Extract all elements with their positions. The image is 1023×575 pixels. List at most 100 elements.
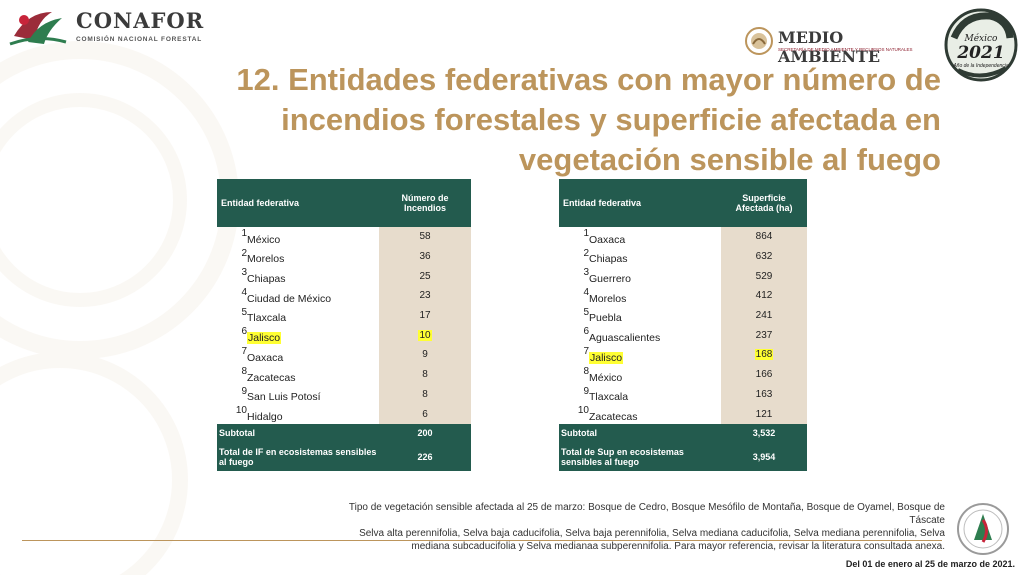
footer-divider [22,540,942,541]
ministry-subtitle: SECRETARÍA DE MEDIO AMBIENTE Y RECURSOS … [778,47,913,52]
fires-entity-name: Chiapas [247,273,286,286]
area-value: 412 [755,290,773,302]
area-rank: 7 [583,346,589,358]
fires-rank: 9 [241,385,247,397]
table-row: 3 Chiapas 25 [217,266,471,287]
area-rank: 10 [577,405,589,417]
area-rank: 5 [583,306,589,318]
fires-value: 6 [422,408,428,420]
affected-area-table: Entidad federativa Superficie Afectada (… [559,179,807,471]
conafor-seal-icon [957,503,1009,555]
area-col-entity: Entidad federativa [559,179,721,227]
ministry-name: MEDIO AMBIENTE [778,28,881,66]
fires-rank: 2 [241,247,247,259]
table-row: 4 Morelos 412 [559,286,807,306]
org-subtitle: COMISIÓN NACIONAL FORESTAL [76,36,203,43]
table-row: 1 México 58 [217,227,471,247]
table-row: 10 Hidalgo 6 [217,404,471,424]
fires-subtotal-value: 200 [379,423,471,443]
table-row: 4 Ciudad de México 23 [217,286,471,306]
area-rank: 9 [583,385,589,397]
area-entity-name: Guerrero [589,273,632,286]
mexico-shield-icon [745,27,773,55]
fires-count-table: Entidad federativa Número de Incendios 1… [217,179,471,471]
area-col-value: Superficie Afectada (ha) [721,179,807,227]
table-row: 6 Aguascalientes 237 [559,325,807,346]
conafor-logo-icon [9,12,67,46]
fires-col-entity: Entidad federativa [217,179,379,227]
conafor-logo: CONAFOR COMISIÓN NACIONAL FORESTAL [8,6,218,46]
fires-rank: 5 [241,306,247,318]
fires-rank: 1 [241,228,247,239]
note-line1: Tipo de vegetación sensible afectada al … [348,502,945,513]
area-value: 864 [755,231,773,243]
fires-entity-name: Tlaxcala [247,312,287,325]
fires-value: 8 [422,369,428,381]
area-rank: 8 [583,365,589,377]
table-row: 5 Tlaxcala 17 [217,305,471,326]
area-value: 632 [755,251,773,263]
area-entity-name: Aguascalientes [589,332,661,345]
area-entity-name: Oaxaca [589,233,626,246]
fires-value: 58 [419,231,431,243]
table-row: 9 San Luis Potosí 8 [217,384,471,405]
fires-entity-name: Oaxaca [247,351,284,364]
independence-badge: México 2021 Año de la Independencia [944,8,1018,82]
title-line1: 12. Entidades federativas con mayor núme… [236,62,941,97]
area-entity-name: Chiapas [589,253,628,266]
fires-col-value: Número de Incendios [379,179,471,227]
area-value: 166 [755,369,773,381]
fires-value: 10 [418,329,432,341]
note-line4: mediana subcaducifolia y Selva medianaa … [411,541,945,552]
area-value: 529 [755,270,773,282]
note-line3: Selva alta perennifolia, Selva baja cadu… [359,528,945,539]
area-entity-name: Tlaxcala [589,391,629,404]
table-row: 2 Morelos 36 [217,246,471,267]
area-value: 163 [755,388,773,400]
ministry-logo: MEDIO AMBIENTE SECRETARÍA DE MEDIO AMBIE… [744,26,944,66]
area-entity-name: Morelos [589,292,627,305]
fires-value: 9 [422,349,428,361]
fires-total-label: Total de IF en ecosistemas sensibles al … [217,442,379,471]
table-row: 1 Oaxaca 864 [559,227,807,247]
badge-line1: México [964,34,998,44]
serpent-2021-icon [944,8,1018,82]
note-line2: Táscate [909,515,945,526]
fires-entity-name: Zacatecas [247,371,296,384]
area-rank: 3 [583,267,589,279]
fires-total-value: 226 [379,442,471,471]
table-row: 10 Zacatecas 121 [559,404,807,424]
date-range: Del 01 de enero al 25 de marzo de 2021. [845,559,1015,569]
fires-entity-name: Hidalgo [247,410,283,423]
fires-rank: 8 [241,365,247,377]
title-line3: vegetación sensible al fuego [518,142,941,177]
area-rank: 2 [583,247,589,259]
title-line2: incendios forestales y superficie afecta… [281,102,941,137]
page-title: 12. Entidades federativas con mayor núme… [101,60,941,180]
fires-value: 23 [419,290,431,302]
area-entity-name: México [589,371,623,384]
fires-entity-name: San Luis Potosí [247,391,321,404]
area-entity-name: Puebla [589,312,622,325]
fires-value: 36 [419,251,431,263]
area-subtotal-value: 3,532 [721,423,807,443]
table-row: 7 Oaxaca 9 [217,345,471,365]
fires-rank: 3 [241,267,247,279]
table-row: 8 México 166 [559,364,807,385]
fires-rank: 4 [241,287,247,299]
area-value: 121 [755,408,773,420]
fires-rank: 10 [235,405,247,417]
area-entity-name: Zacatecas [589,410,638,423]
area-subtotal-label: Subtotal [559,423,721,443]
area-entity-name: Jalisco [589,351,624,364]
fires-rank: 7 [241,346,247,358]
fires-rank: 6 [241,326,247,338]
area-rank: 1 [583,228,589,239]
area-rank: 4 [583,287,589,299]
fires-value: 17 [419,310,431,322]
area-value: 241 [755,310,773,322]
vegetation-note: Tipo de vegetación sensible afectada al … [232,501,945,553]
area-value: 168 [754,349,774,361]
area-rank: 6 [583,326,589,338]
org-name: CONAFOR [76,8,205,33]
